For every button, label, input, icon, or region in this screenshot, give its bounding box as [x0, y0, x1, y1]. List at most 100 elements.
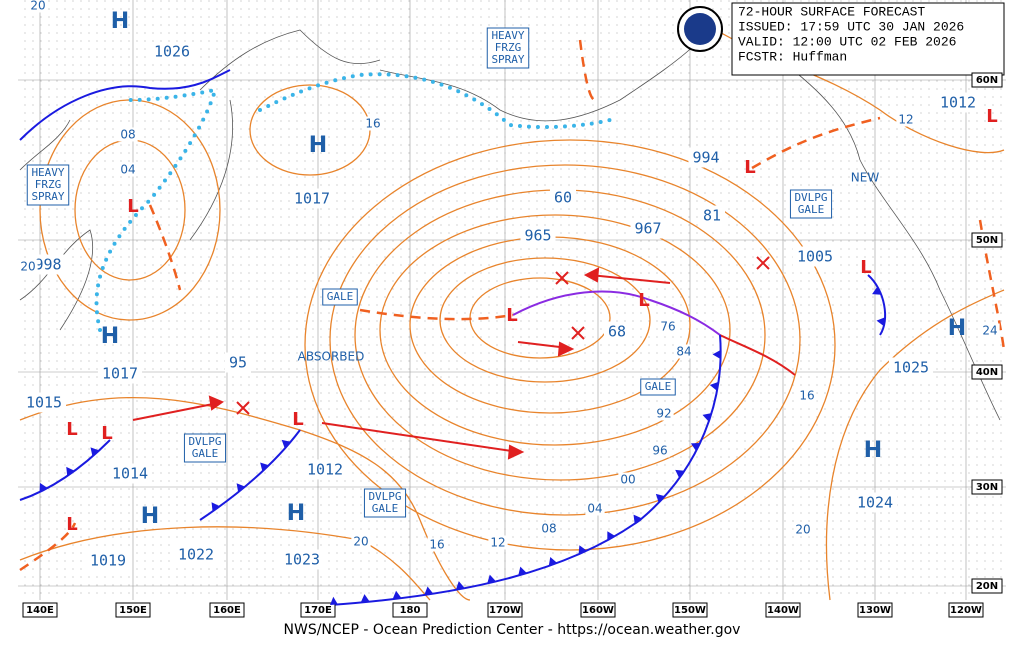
- occluded-front: [512, 290, 721, 336]
- isobar-label: 20: [353, 535, 368, 549]
- longitude-labels: 140E 150E 160E 170E 180 170W 160W 150W 140W 130W 1…: [22, 602, 984, 618]
- isobar-label: 12: [490, 536, 505, 550]
- warning-text: FRZG: [35, 178, 62, 191]
- front-symbol: [39, 482, 48, 493]
- low-center: L: [860, 257, 871, 278]
- cold-front: [867, 274, 887, 336]
- label-backing: [793, 522, 813, 537]
- center-pressure: 1026: [154, 43, 190, 61]
- labels: H H H H H H H H L L L L L L L L L L: [66, 9, 997, 535]
- label-backing: [650, 443, 670, 458]
- header-line: FCSTR: Huffman: [738, 49, 847, 64]
- note: ABSORBED: [298, 350, 365, 364]
- label-backing: [18, 259, 38, 274]
- header-line: 72-HOUR SURFACE FORECAST: [738, 4, 925, 19]
- center-pressure: 95: [229, 354, 247, 372]
- warning-text: GALE: [192, 447, 219, 460]
- latitude-box: [971, 232, 1003, 248]
- warning-text: DVLPG: [188, 435, 221, 448]
- front-symbol: [690, 442, 701, 452]
- front-symbol: [211, 502, 220, 512]
- label-backing: [896, 112, 916, 127]
- longitude-label: 180: [400, 605, 421, 616]
- front-symbol: [424, 586, 434, 596]
- label-backing: [21, 392, 67, 413]
- latitude-labels: 60N 50N 40N 30N 20N: [971, 72, 1003, 594]
- high-center: H: [141, 504, 159, 529]
- center-pressure: 1015: [26, 394, 62, 412]
- isobar-label: 20: [795, 523, 810, 537]
- low-center: L: [638, 290, 649, 311]
- high-center: H: [864, 438, 882, 463]
- longitude-box: [580, 602, 616, 618]
- longitude-box: [672, 602, 708, 618]
- longitude-label: 170W: [489, 605, 521, 616]
- label-backing: [792, 246, 838, 267]
- front-symbol: [66, 466, 75, 477]
- front-symbol: [360, 594, 370, 603]
- front-symbol: [518, 566, 527, 576]
- front-symbol: [260, 462, 269, 472]
- isobar-label: 08: [541, 522, 556, 536]
- center-pressure: 60: [554, 189, 572, 207]
- center-pressure: 1005: [797, 248, 833, 266]
- warning-box: [26, 164, 70, 206]
- high-center: H: [948, 316, 966, 341]
- footer: NWS/NCEP - Ocean Prediction Center - htt…: [284, 622, 741, 638]
- isobar-label: 84: [676, 345, 691, 359]
- front-symbol: [655, 493, 665, 503]
- label-backing: [302, 459, 348, 480]
- front-symbol: [633, 514, 642, 524]
- isobar-label: 12: [898, 113, 913, 127]
- label-backing: [85, 550, 131, 571]
- latitude-box: [971, 578, 1003, 594]
- low-center: L: [66, 419, 77, 440]
- isobar-label: 00: [620, 473, 635, 487]
- front-symbol: [487, 574, 496, 584]
- low-center: L: [66, 514, 77, 535]
- front-symbol: [90, 447, 100, 457]
- low-center: L: [127, 196, 138, 217]
- front-symbol: [455, 581, 465, 590]
- label-backing: [980, 323, 1000, 338]
- label-backing: [688, 147, 724, 168]
- label-backing: [618, 472, 638, 487]
- isobar-label: 04: [587, 502, 602, 516]
- center-pressure: 1012: [940, 94, 976, 112]
- high-center: H: [111, 9, 129, 34]
- label-backing: [585, 501, 605, 516]
- longitude-box: [300, 602, 336, 618]
- longitude-box: [948, 602, 984, 618]
- high-center: H: [309, 133, 327, 158]
- isobar-label: 04: [120, 163, 135, 177]
- front-symbol: [578, 545, 587, 555]
- front-symbol: [330, 596, 338, 605]
- warning-text: GALE: [645, 380, 672, 393]
- center-pressure: 998: [34, 256, 61, 274]
- center-pressures: 1026 1017 998 1017 1015 1014 1019 1022 1023 1012 9…: [21, 41, 981, 571]
- header-line: VALID: 12:00 UTC 02 FEB 2026: [738, 34, 956, 49]
- center-pressure: 68: [608, 323, 626, 341]
- trough: [19, 39, 1006, 572]
- longitude-label: 120W: [950, 605, 982, 616]
- ice-edge: [94, 72, 612, 332]
- label-backing: [654, 406, 674, 421]
- label-backing: [351, 534, 371, 549]
- longitude-label: 130W: [859, 605, 891, 616]
- center-pressure: 1014: [112, 465, 148, 483]
- label-backing: [520, 225, 556, 246]
- center-pressure: 967: [634, 220, 661, 238]
- center-pressure: 81: [703, 207, 721, 225]
- latitude-label: 20N: [976, 581, 998, 592]
- label-backing: [658, 319, 678, 334]
- label-backing: [118, 127, 138, 142]
- longitude-box: [487, 602, 523, 618]
- label-backing: [173, 544, 219, 565]
- cold-front: [19, 69, 231, 141]
- longitude-label: 160W: [582, 605, 614, 616]
- label-backing: [224, 352, 252, 373]
- warning-box: [322, 288, 358, 306]
- label-backing: [888, 357, 934, 378]
- label-backing: [118, 162, 138, 177]
